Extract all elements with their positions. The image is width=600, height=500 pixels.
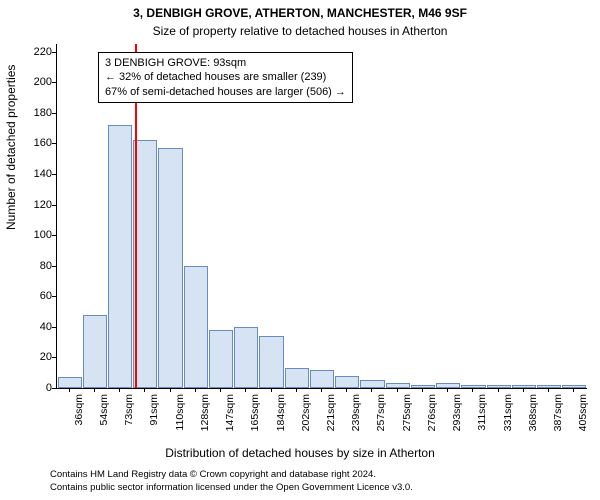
xtick-label: 184sqm — [275, 394, 287, 438]
xtick-label: 147sqm — [224, 394, 236, 438]
xtick-mark — [498, 388, 499, 392]
xtick-mark — [245, 388, 246, 392]
attribution-line-2: Contains public sector information licen… — [50, 482, 413, 494]
xtick-label: 257sqm — [375, 394, 387, 438]
xtick-label: 405sqm — [577, 394, 589, 438]
histogram-bar — [158, 148, 182, 388]
xtick-mark — [119, 388, 120, 392]
ytick-label: 180 — [34, 107, 52, 119]
info-line-1: 3 DENBIGH GROVE: 93sqm — [105, 56, 346, 70]
ytick-label: 220 — [34, 46, 52, 58]
xtick-mark — [523, 388, 524, 392]
histogram-bar — [562, 385, 586, 388]
xtick-mark — [69, 388, 70, 392]
y-axis-label: Number of detached properties — [4, 65, 18, 230]
ytick-label: 160 — [34, 137, 52, 149]
xtick-mark — [422, 388, 423, 392]
info-line-3: 67% of semi-detached houses are larger (… — [105, 85, 346, 99]
title-main: 3, DENBIGH GROVE, ATHERTON, MANCHESTER, … — [0, 6, 600, 20]
histogram-bar — [411, 385, 435, 388]
attribution: Contains HM Land Registry data © Crown c… — [50, 469, 413, 494]
ytick-label: 200 — [34, 76, 52, 88]
xtick-mark — [220, 388, 221, 392]
ytick-label: 140 — [34, 168, 52, 180]
xtick-mark — [472, 388, 473, 392]
xtick-label: 239sqm — [350, 394, 362, 438]
histogram-bar — [461, 385, 485, 388]
xtick-mark — [195, 388, 196, 392]
histogram-bar — [386, 383, 410, 388]
histogram-bar — [108, 125, 132, 388]
xtick-mark — [271, 388, 272, 392]
histogram-bar — [58, 377, 82, 388]
ytick-label: 60 — [40, 290, 52, 302]
ytick-label: 80 — [40, 260, 52, 272]
histogram-bar — [310, 370, 334, 388]
info-box: 3 DENBIGH GROVE: 93sqm ← 32% of detached… — [98, 52, 353, 103]
xtick-label: 165sqm — [249, 394, 261, 438]
histogram-bar — [335, 376, 359, 388]
xtick-label: 368sqm — [527, 394, 539, 438]
xtick-mark — [447, 388, 448, 392]
xtick-label: 73sqm — [123, 394, 135, 438]
ytick-label: 120 — [34, 199, 52, 211]
xtick-mark — [371, 388, 372, 392]
xtick-label: 36sqm — [73, 394, 85, 438]
title-sub: Size of property relative to detached ho… — [0, 24, 600, 38]
xtick-mark — [548, 388, 549, 392]
xtick-mark — [573, 388, 574, 392]
chart-container: 3, DENBIGH GROVE, ATHERTON, MANCHESTER, … — [0, 0, 600, 500]
xtick-label: 54sqm — [98, 394, 110, 438]
histogram-bar — [285, 368, 309, 388]
xtick-mark — [170, 388, 171, 392]
xtick-mark — [397, 388, 398, 392]
ytick-label: 100 — [34, 229, 52, 241]
histogram-bar — [259, 336, 283, 388]
x-axis-label: Distribution of detached houses by size … — [0, 446, 600, 460]
xtick-mark — [321, 388, 322, 392]
attribution-line-1: Contains HM Land Registry data © Crown c… — [50, 469, 413, 481]
xtick-mark — [346, 388, 347, 392]
histogram-bar — [512, 385, 536, 388]
info-line-2: ← 32% of detached houses are smaller (23… — [105, 70, 346, 84]
xtick-mark — [94, 388, 95, 392]
xtick-label: 221sqm — [325, 394, 337, 438]
xtick-label: 387sqm — [552, 394, 564, 438]
xtick-mark — [144, 388, 145, 392]
xtick-label: 128sqm — [199, 394, 211, 438]
xtick-mark — [296, 388, 297, 392]
xtick-label: 276sqm — [426, 394, 438, 438]
xtick-label: 110sqm — [174, 394, 186, 438]
ytick-label: 40 — [40, 321, 52, 333]
xtick-label: 275sqm — [401, 394, 413, 438]
histogram-bar — [184, 266, 208, 388]
xtick-label: 331sqm — [502, 394, 514, 438]
histogram-bar — [83, 315, 107, 388]
xtick-label: 202sqm — [300, 394, 312, 438]
ytick-label: 20 — [40, 351, 52, 363]
xtick-label: 293sqm — [451, 394, 463, 438]
histogram-bar — [209, 330, 233, 388]
histogram-bar — [234, 327, 258, 388]
histogram-bar — [487, 385, 511, 388]
xtick-label: 91sqm — [148, 394, 160, 438]
histogram-bar — [360, 380, 384, 388]
xtick-label: 311sqm — [476, 394, 488, 438]
